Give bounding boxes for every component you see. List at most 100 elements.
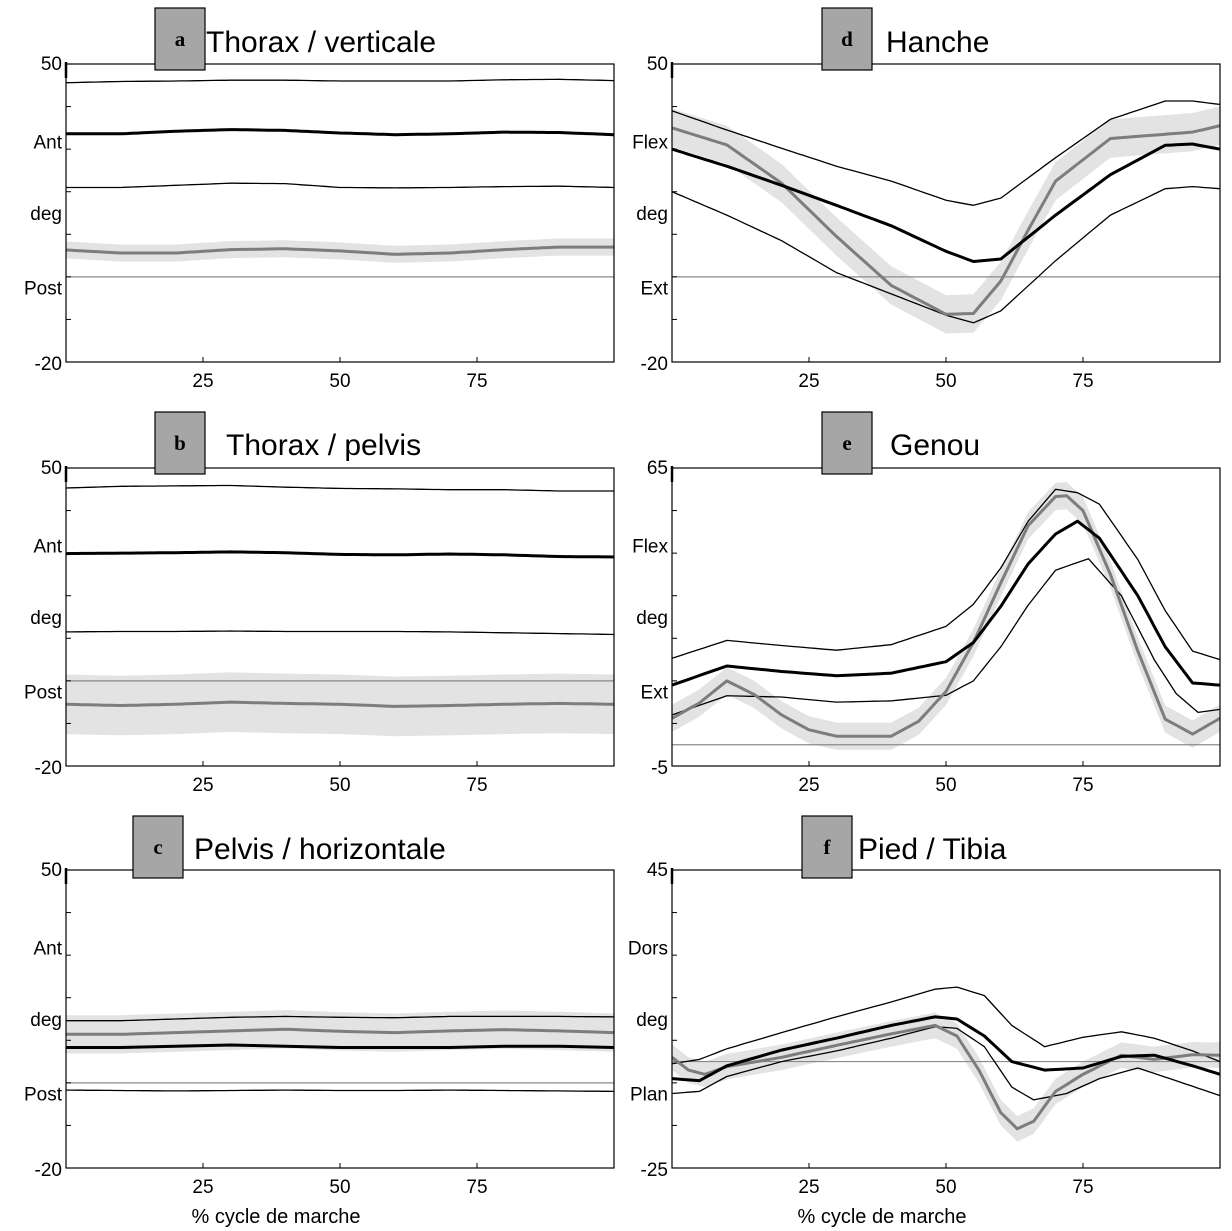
y-axis-word-deg: deg: [636, 204, 668, 225]
y-tick-label-bottom: -20: [35, 758, 62, 779]
plot-area: [66, 484, 614, 737]
y-tick-label-bottom: -5: [651, 758, 668, 779]
y-tick-label-top: 50: [41, 860, 62, 881]
y-axis-word-post: Post: [24, 279, 63, 300]
normative-mean-line: [66, 128, 614, 137]
x-tick-label: 75: [466, 1177, 487, 1198]
x-axis-label: % cycle de marche: [192, 1206, 361, 1228]
panel-letter-badge: [821, 411, 873, 475]
normative-lower-line: [66, 630, 614, 636]
y-axis-word-flex: Flex: [632, 536, 668, 557]
y-axis-word-deg: deg: [30, 608, 62, 629]
panel-letter: e: [842, 431, 851, 455]
x-tick-label: 50: [935, 371, 956, 392]
patient-sd-band: [672, 106, 1220, 334]
plot-area: [66, 1010, 614, 1093]
normative-mean-line: [672, 519, 1220, 687]
panel-title: Thorax / verticale: [206, 26, 436, 59]
panel-title: Pelvis / horizontale: [194, 833, 446, 866]
normative-upper-line: [672, 488, 1220, 661]
normative-mean-line: [672, 142, 1220, 263]
patient-mean-line: [66, 700, 614, 708]
panel-letter-badge: [154, 7, 206, 71]
panel-title: Genou: [890, 429, 980, 462]
x-tick-label: 50: [329, 1177, 350, 1198]
panel-c: 25 50 75 50 -20 Ant deg Post c Pelvis / horizonta…: [24, 815, 615, 1228]
panel-letter-badge: [154, 411, 206, 475]
x-tick-label: 25: [798, 1177, 819, 1198]
plot-area: [672, 986, 1220, 1142]
normative-mean-line: [672, 1015, 1220, 1083]
y-axis-word-dors: Dors: [628, 938, 668, 959]
x-tick-label: 25: [798, 775, 819, 796]
y-axis-word-deg: deg: [30, 204, 62, 225]
plot-frame: [671, 467, 1221, 767]
patient-sd-band: [672, 482, 1220, 750]
x-tick-label: 75: [466, 371, 487, 392]
panel-title: Thorax / pelvis: [226, 429, 421, 462]
patient-mean-line: [672, 124, 1220, 316]
y-axis-word-plan: Plan: [630, 1085, 668, 1106]
panel-letter-badge: [132, 815, 184, 879]
plot-area: [672, 100, 1220, 334]
normative-upper-line: [672, 100, 1220, 206]
y-tick-label-top: 45: [647, 860, 668, 881]
x-tick-label: 50: [935, 775, 956, 796]
y-tick-label-bottom: -25: [641, 1160, 668, 1181]
y-axis-word-ant: Ant: [33, 536, 62, 557]
normative-upper-line: [66, 1015, 614, 1022]
y-axis-word-ant: Ant: [33, 938, 62, 959]
panel-a: 25 50 75 50 -20 Ant deg Post a Thorax / verticale: [24, 7, 615, 392]
panel-b: 25 50 75 50 -20 Ant deg Post b Thorax / pelvis: [24, 411, 615, 796]
x-tick-label: 25: [192, 1177, 213, 1198]
x-axis-label: % cycle de marche: [798, 1206, 967, 1228]
x-tick-label: 25: [798, 371, 819, 392]
normative-lower-line: [66, 182, 614, 189]
x-tick-label: 75: [1072, 1177, 1093, 1198]
y-tick-label-bottom: -20: [641, 354, 668, 375]
y-axis-word-deg: deg: [636, 608, 668, 629]
x-tick-label: 75: [1072, 371, 1093, 392]
normative-upper-line: [66, 484, 614, 492]
panel-title: Pied / Tibia: [858, 833, 1007, 866]
panel-letter-badge: [821, 7, 873, 71]
x-tick-label: 50: [329, 371, 350, 392]
x-tick-label: 75: [1072, 775, 1093, 796]
y-axis-word-deg: deg: [636, 1010, 668, 1031]
x-tick-label: 25: [192, 775, 213, 796]
y-tick-label-bottom: -20: [35, 354, 62, 375]
normative-mean-line: [66, 550, 614, 559]
y-tick-label-top: 50: [41, 458, 62, 479]
normative-lower-line: [672, 1026, 1220, 1101]
plot-frame: [65, 63, 615, 363]
normative-lower-line: [672, 558, 1220, 716]
plot-area: [672, 482, 1220, 750]
patient-mean-line: [66, 1027, 614, 1036]
y-axis-word-ext: Ext: [641, 279, 669, 300]
y-axis-word-ant: Ant: [33, 132, 62, 153]
plot-area: [66, 78, 614, 278]
patient-mean-line: [672, 494, 1220, 738]
panel-letter: a: [175, 27, 186, 51]
y-axis-word-deg: deg: [30, 1010, 62, 1031]
panel-letter: b: [174, 431, 186, 455]
panel-e: 25 50 75 65 -5 Flex deg Ext e Genou: [632, 411, 1221, 796]
normative-lower-line: [66, 1089, 614, 1093]
panel-letter-badge: [801, 815, 853, 879]
y-axis-word-post: Post: [24, 1085, 63, 1106]
panel-f: 25 50 75 45 -25 Dors deg Plan f Pied / Tibia % cyc…: [628, 815, 1221, 1228]
panel-letter: f: [824, 835, 832, 859]
y-axis-word-ext: Ext: [641, 683, 669, 704]
y-tick-label-top: 50: [41, 54, 62, 75]
patient-mean-line: [66, 245, 614, 256]
y-axis-word-flex: Flex: [632, 132, 668, 153]
y-tick-label-top: 50: [647, 54, 668, 75]
y-axis-word-post: Post: [24, 683, 63, 704]
x-tick-label: 25: [192, 371, 213, 392]
x-tick-label: 75: [466, 775, 487, 796]
y-tick-label-bottom: -20: [35, 1160, 62, 1181]
normative-mean-line: [66, 1043, 614, 1049]
panel-letter: c: [153, 835, 162, 859]
panel-letter: d: [841, 27, 853, 51]
